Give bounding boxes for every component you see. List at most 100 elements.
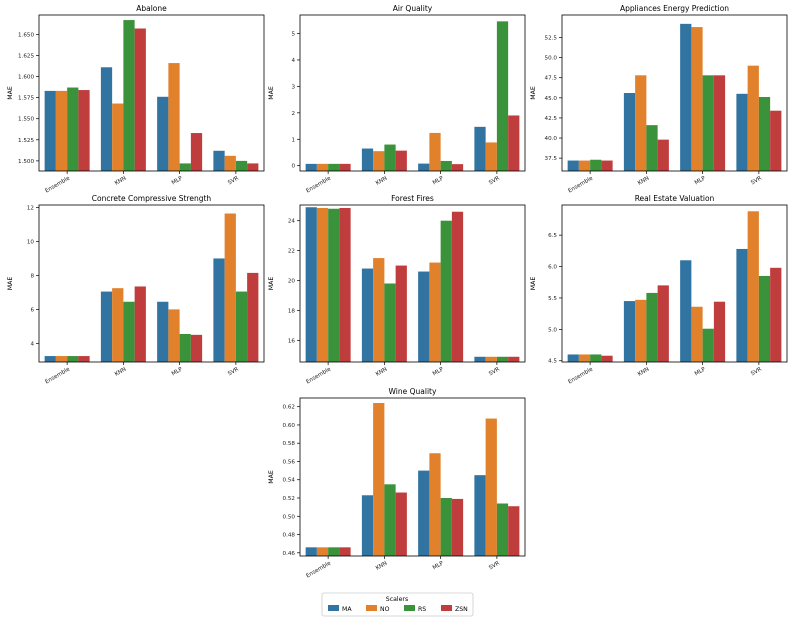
chart-abalone-frame xyxy=(38,14,265,172)
chart-wine-quality-bar-knn-ma xyxy=(361,495,374,556)
chart-abalone-ytick-label: 1.650 xyxy=(18,32,34,38)
chart-concrete-compressive-strength-xtick-label: Ensemble xyxy=(44,366,71,385)
chart-forest-fires-xtick-label: SVR xyxy=(488,366,501,377)
chart-abalone-ytick-label: 1.500 xyxy=(18,159,34,165)
chart-air-quality-ytick-label: 5 xyxy=(291,32,295,38)
chart-real-estate-valuation-bar-mlp-rs xyxy=(702,328,714,362)
chart-forest-fires-bar-mlp-rs xyxy=(440,220,452,362)
chart-air-quality-bar-ensemble-no xyxy=(316,163,329,171)
chart-appliances-energy-prediction-bar-svr-zsn xyxy=(770,110,782,171)
chart-real-estate-valuation-ytick-label: 5.0 xyxy=(548,327,557,333)
chart-abalone-bar-knn-ma xyxy=(100,67,113,171)
chart-appliances-energy-prediction-bar-knn-no xyxy=(635,75,647,171)
chart-abalone-xtick-label: Ensemble xyxy=(44,175,71,194)
chart-air-quality-bar-mlp-zsn xyxy=(451,164,464,171)
legend-swatch-no xyxy=(366,605,377,611)
chart-real-estate-valuation-ytick-label: 4.5 xyxy=(548,359,557,365)
chart-forest-fires-bar-knn-no xyxy=(373,258,385,362)
chart-wine-quality-bar-svr-rs xyxy=(496,503,509,556)
chart-forest-fires-xtick-label: KNN xyxy=(375,367,388,378)
chart-concrete-compressive-strength-xtick-label: SVR xyxy=(227,366,240,377)
chart-air-quality-ylabel: MAE xyxy=(268,86,275,100)
chart-abalone-bar-mlp-zsn xyxy=(190,133,203,171)
legend-label-no: NO xyxy=(380,606,390,613)
chart-air-quality-bar-knn-no xyxy=(373,151,385,171)
chart-concrete-compressive-strength-bar-svr-zsn xyxy=(247,272,259,362)
chart-appliances-energy-prediction-bar-svr-rs xyxy=(758,97,771,171)
chart-wine-quality: Wine Quality MAE 0.46 0.48 0.50 0.52 0.54 0.56 0… xyxy=(268,387,526,579)
chart-abalone-bar-svr-ma xyxy=(213,150,225,171)
chart-forest-fires-bar-ensemble-rs xyxy=(328,208,340,362)
chart-concrete-compressive-strength-xtick-label: MLP xyxy=(171,366,184,377)
chart-appliances-energy-prediction-bar-ensemble-ma xyxy=(567,160,579,171)
chart-air-quality-xtick-label: SVR xyxy=(488,175,501,186)
chart-appliances-energy-prediction-ytick-label: 42.5 xyxy=(545,116,558,122)
chart-wine-quality-xtick-label: SVR xyxy=(488,560,501,571)
chart-abalone-xtick-label: MLP xyxy=(171,175,184,186)
chart-wine-quality-bar-knn-no xyxy=(373,403,385,556)
chart-wine-quality-frame xyxy=(299,397,526,557)
chart-real-estate-valuation-bar-svr-zsn xyxy=(770,267,782,362)
chart-abalone-bar-mlp-rs xyxy=(179,163,191,171)
chart-forest-fires-xtick-label: MLP xyxy=(432,366,445,377)
chart-concrete-compressive-strength-bar-mlp-rs xyxy=(179,333,191,362)
chart-real-estate-valuation-xtick-label: SVR xyxy=(750,366,763,377)
chart-forest-fires-bar-ensemble-zsn xyxy=(339,207,351,362)
chart-concrete-compressive-strength-ytick-label: 10 xyxy=(27,239,35,245)
chart-abalone-xtick-label: KNN xyxy=(114,176,127,187)
chart-air-quality-ytick-label: 3 xyxy=(291,84,295,90)
chart-air-quality-xtick-label: MLP xyxy=(432,175,445,186)
chart-forest-fires-ytick-label: 24 xyxy=(288,219,296,225)
chart-forest-fires-xtick-label: Ensemble xyxy=(305,366,332,385)
chart-wine-quality-ytick-label: 0.50 xyxy=(283,514,296,520)
chart-real-estate-valuation-xtick-label: KNN xyxy=(637,367,650,378)
chart-wine-quality-ytick-label: 0.46 xyxy=(283,551,296,557)
chart-real-estate-valuation: Real Estate Valuation MAE 4.5 5.0 5.5 6.0 6.5 E… xyxy=(530,194,788,385)
legend-swatch-zsn xyxy=(441,605,452,611)
chart-forest-fires-bar-knn-zsn xyxy=(395,265,407,362)
chart-appliances-energy-prediction-title: Appliances Energy Prediction xyxy=(620,4,729,13)
chart-abalone-ytick-label: 1.600 xyxy=(18,75,34,81)
chart-air-quality-bar-ensemble-zsn xyxy=(339,163,351,171)
chart-concrete-compressive-strength-bar-knn-zsn xyxy=(134,286,146,362)
chart-wine-quality-bar-knn-zsn xyxy=(395,492,407,556)
chart-abalone-bar-ensemble-ma xyxy=(44,90,56,171)
chart-real-estate-valuation-bar-knn-ma xyxy=(623,301,636,362)
chart-concrete-compressive-strength-bar-ensemble-no xyxy=(55,356,68,362)
chart-real-estate-valuation-bar-svr-ma xyxy=(736,248,748,362)
chart-abalone-bar-mlp-no xyxy=(168,63,180,172)
chart-appliances-energy-prediction-xtick-label: Ensemble xyxy=(567,175,594,194)
chart-concrete-compressive-strength-bar-svr-rs xyxy=(235,291,248,362)
chart-concrete-compressive-strength-ytick-label: 12 xyxy=(27,206,34,212)
chart-appliances-energy-prediction-bar-mlp-no xyxy=(691,27,703,172)
chart-real-estate-valuation-bar-knn-no xyxy=(635,299,647,362)
chart-abalone-ytick-label: 1.550 xyxy=(18,117,34,123)
chart-air-quality-bar-knn-rs xyxy=(384,144,396,171)
chart-real-estate-valuation-ytick-label: 6.5 xyxy=(548,233,557,239)
chart-abalone-title: Abalone xyxy=(136,4,167,13)
chart-appliances-energy-prediction-bar-ensemble-no xyxy=(578,160,591,171)
chart-real-estate-valuation-xtick-label: MLP xyxy=(694,366,707,377)
chart-real-estate-valuation-bar-knn-rs xyxy=(646,292,658,362)
chart-appliances-energy-prediction-bar-knn-zsn xyxy=(657,139,669,171)
chart-appliances-energy-prediction: Appliances Energy Prediction MAE 37.5 40.0 4… xyxy=(530,4,788,194)
chart-wine-quality-bar-mlp-ma xyxy=(418,470,430,556)
chart-appliances-energy-prediction-ytick-label: 40.0 xyxy=(545,136,558,142)
chart-forest-fires-frame xyxy=(299,204,526,363)
chart-appliances-energy-prediction-bar-svr-ma xyxy=(736,93,748,171)
chart-air-quality-bar-ensemble-ma xyxy=(305,163,317,171)
chart-concrete-compressive-strength-bar-ensemble-zsn xyxy=(78,356,90,362)
chart-wine-quality-ytick-label: 0.56 xyxy=(283,459,296,465)
chart-wine-quality-bar-mlp-zsn xyxy=(451,498,464,556)
chart-air-quality-ytick-label: 1 xyxy=(291,137,295,143)
chart-concrete-compressive-strength-bar-mlp-ma xyxy=(157,301,169,362)
chart-real-estate-valuation-bar-ensemble-zsn xyxy=(601,355,613,362)
chart-appliances-energy-prediction-bar-ensemble-rs xyxy=(590,159,602,171)
chart-forest-fires-bar-svr-zsn xyxy=(508,356,520,362)
chart-forest-fires-ytick-label: 22 xyxy=(288,249,295,255)
chart-appliances-energy-prediction-bar-mlp-ma xyxy=(680,23,692,171)
chart-abalone-bar-svr-zsn xyxy=(247,163,259,171)
chart-air-quality-ytick-label: 0 xyxy=(291,164,295,170)
chart-concrete-compressive-strength: Concrete Compressive Strength MAE 4 6 8 10 12 E… xyxy=(7,194,265,385)
chart-wine-quality-bar-ensemble-no xyxy=(316,547,329,556)
